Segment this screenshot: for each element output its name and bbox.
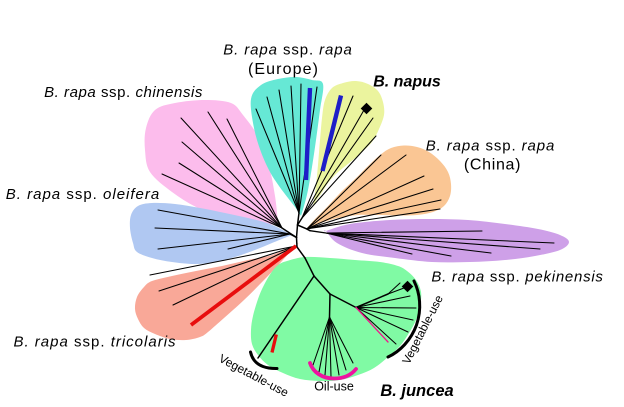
svg-text:B. rapa ssp. oleifera: B. rapa ssp. oleifera <box>6 186 160 203</box>
svg-text:B. rapa ssp. rapa: B. rapa ssp. rapa <box>426 138 556 155</box>
svg-text:B. juncea: B. juncea <box>380 382 453 400</box>
svg-text:B. rapa ssp. tricolaris: B. rapa ssp. tricolaris <box>13 334 176 351</box>
svg-text:(Europe): (Europe) <box>248 61 319 78</box>
svg-text:B. napus: B. napus <box>373 74 441 91</box>
svg-text:B. rapa ssp. chinensis: B. rapa ssp. chinensis <box>44 84 203 101</box>
svg-text:(China): (China) <box>464 157 521 174</box>
svg-text:B. rapa ssp. rapa: B. rapa ssp. rapa <box>223 42 353 59</box>
svg-text:Oil-use: Oil-use <box>314 380 354 394</box>
svg-text:B. rapa ssp. pekinensis: B. rapa ssp. pekinensis <box>431 269 603 286</box>
